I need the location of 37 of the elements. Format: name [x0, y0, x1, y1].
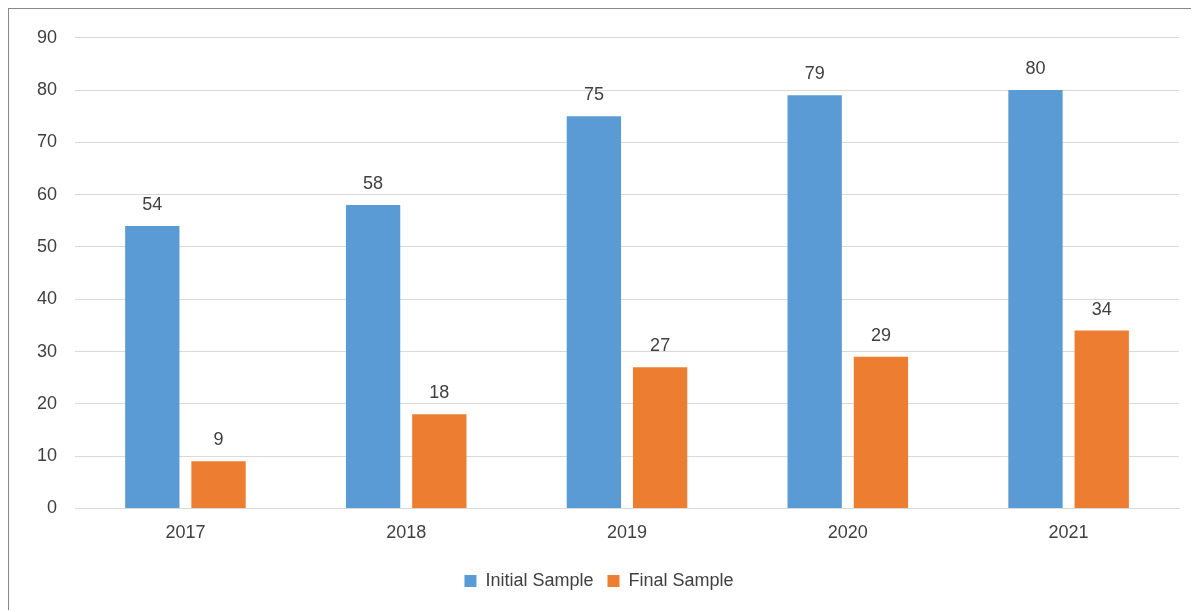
- y-tick-label: 30: [36, 340, 58, 361]
- legend-label: Final Sample: [628, 569, 734, 590]
- x-tick-label: 2017: [165, 522, 206, 543]
- y-tick-label: 80: [36, 79, 58, 100]
- data-label: 80: [1025, 58, 1046, 79]
- x-tick-label: 2018: [386, 522, 427, 543]
- data-label: 75: [583, 84, 604, 105]
- x-tick-label: 2020: [827, 522, 868, 543]
- bar: [345, 205, 401, 508]
- data-label: 9: [213, 429, 224, 450]
- x-tick-label: 2019: [606, 522, 648, 543]
- y-tick-label: 70: [36, 131, 58, 152]
- bar: [632, 367, 688, 508]
- bar: [125, 226, 180, 508]
- y-tick-label: 0: [47, 497, 58, 518]
- bar: [853, 356, 909, 508]
- bar: [412, 414, 467, 508]
- x-tick-label: 2021: [1048, 522, 1089, 543]
- bar: [566, 116, 622, 508]
- data-label: 18: [429, 382, 450, 403]
- bar: [1074, 330, 1129, 508]
- data-label: 58: [363, 173, 384, 194]
- legend-label: Initial Sample: [485, 569, 594, 590]
- data-label: 34: [1091, 298, 1112, 319]
- bar: [191, 461, 246, 508]
- y-tick-label: 20: [36, 392, 58, 413]
- bar: [1008, 90, 1063, 508]
- y-tick-label: 40: [36, 288, 58, 309]
- y-tick-label: 90: [36, 26, 58, 47]
- bar: [787, 95, 842, 508]
- data-label: 54: [142, 194, 163, 215]
- y-tick-label: 50: [36, 235, 58, 256]
- data-label: 27: [650, 335, 671, 356]
- data-label: 79: [804, 63, 825, 84]
- data-label: 29: [870, 324, 891, 345]
- y-tick-label: 60: [36, 183, 58, 204]
- y-tick-label: 10: [36, 445, 58, 466]
